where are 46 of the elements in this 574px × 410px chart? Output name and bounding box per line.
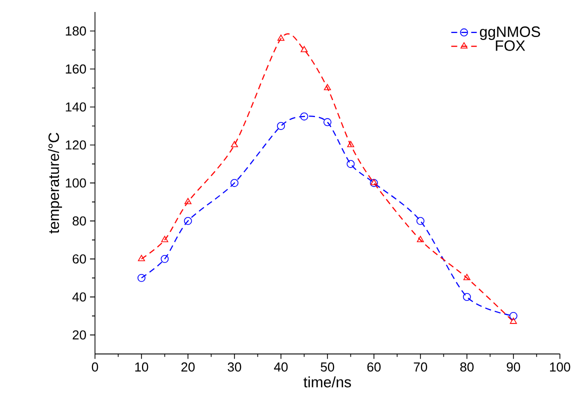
point xyxy=(137,274,146,282)
x-tick-label: 40 xyxy=(274,362,288,372)
point xyxy=(346,160,355,168)
x-tick-label: 80 xyxy=(460,362,474,372)
point xyxy=(462,292,471,301)
y-tick-label: 100 xyxy=(66,178,86,188)
point xyxy=(230,179,238,187)
y-tick-label: 40 xyxy=(72,292,86,302)
point xyxy=(347,141,354,148)
y-axis-title: temperature/°C xyxy=(48,132,62,234)
point xyxy=(184,217,192,225)
y-tick-label: 80 xyxy=(72,216,86,226)
y-tick-label: 20 xyxy=(72,330,86,340)
point xyxy=(324,84,331,90)
point xyxy=(300,46,308,52)
point xyxy=(300,112,308,120)
y-tick-label: 160 xyxy=(66,64,86,74)
point xyxy=(416,236,424,242)
point xyxy=(276,122,285,130)
point xyxy=(161,236,168,242)
point xyxy=(416,217,424,225)
point xyxy=(277,34,284,41)
point xyxy=(323,118,332,126)
x-tick-label: 0 xyxy=(92,362,98,372)
point xyxy=(463,274,470,280)
point xyxy=(160,255,169,263)
y-tick-label: 180 xyxy=(66,26,86,36)
legend-label: FOX xyxy=(496,40,526,51)
x-tick-label: 50 xyxy=(320,362,334,372)
x-tick-label: 30 xyxy=(228,362,242,372)
x-tick-label: 20 xyxy=(181,362,195,372)
x-tick-label: 60 xyxy=(367,362,381,372)
x-tick-label: 90 xyxy=(506,362,520,372)
point xyxy=(138,255,145,262)
y-tick-label: 140 xyxy=(66,102,86,112)
y-tick-label: 120 xyxy=(66,140,86,150)
y-tick-label: 60 xyxy=(72,254,86,264)
point xyxy=(184,198,192,204)
x-tick-label: 70 xyxy=(414,362,428,372)
legend-label: ggNMOS xyxy=(480,26,540,40)
x-tick-label: 100 xyxy=(550,362,570,372)
point xyxy=(510,318,517,324)
point xyxy=(509,312,518,320)
x-axis-title: time/ns xyxy=(304,376,351,388)
point xyxy=(230,141,238,148)
x-tick-label: 10 xyxy=(135,362,148,372)
